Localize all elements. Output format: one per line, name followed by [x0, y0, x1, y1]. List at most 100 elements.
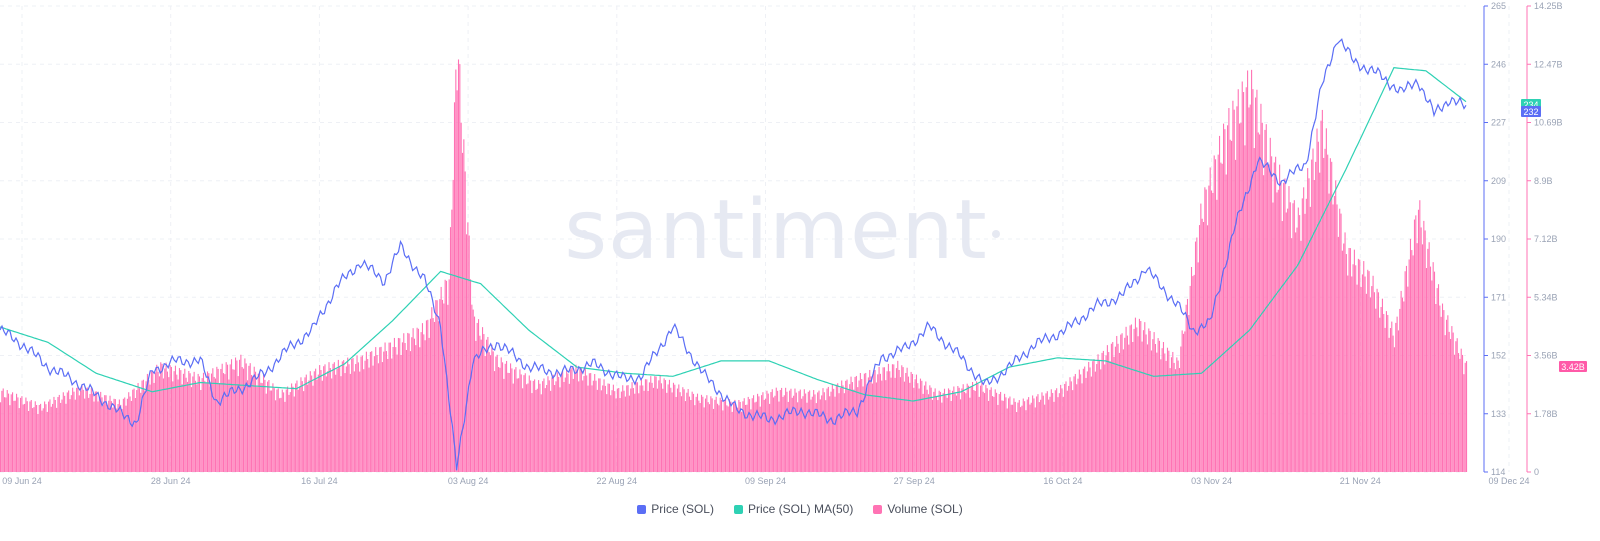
volume-bar	[923, 385, 926, 472]
volume-bar	[704, 398, 707, 472]
volume-bar	[247, 380, 249, 472]
volume-bar	[18, 408, 20, 472]
volume-bar	[696, 393, 699, 472]
volume-bar	[468, 235, 470, 472]
volume-bar	[1108, 352, 1110, 472]
volume-bar	[248, 365, 250, 472]
volume-bar	[988, 400, 990, 472]
volume-bar	[947, 388, 950, 472]
volume-bar	[343, 360, 345, 472]
volume-bar	[1297, 207, 1299, 472]
volume-bar	[260, 382, 262, 472]
volume-bar	[1313, 180, 1315, 472]
volume-bar	[463, 139, 465, 472]
volume-bar	[457, 59, 460, 472]
volume-bar	[1304, 213, 1306, 472]
volume-bar	[1447, 315, 1449, 472]
volume-bar	[387, 358, 389, 472]
volume-bar	[1247, 70, 1249, 473]
legend-item-price[interactable]: Price (SOL)	[637, 502, 714, 516]
volume-bar	[1333, 196, 1335, 472]
volume-bar	[1427, 248, 1429, 472]
volume-bar	[1420, 227, 1422, 472]
volume-bar	[1041, 392, 1043, 472]
volume-bar	[148, 379, 150, 472]
volume-bar	[656, 388, 658, 472]
volume-bar	[851, 382, 853, 472]
volume-bar	[1072, 390, 1074, 472]
legend-item-volume[interactable]: Volume (SOL)	[873, 502, 963, 516]
volume-bar	[508, 373, 510, 472]
volume-bar	[165, 362, 167, 472]
volume-bar	[874, 370, 876, 472]
volume-bar	[552, 374, 554, 472]
volume-bar	[747, 396, 749, 472]
volume-bar	[234, 357, 237, 472]
volume-bar	[1170, 357, 1173, 472]
volume-bar	[680, 396, 683, 472]
volume-bar	[156, 364, 158, 472]
volume-bar	[743, 398, 745, 472]
volume-bar	[1281, 221, 1283, 472]
volume-bar	[44, 401, 46, 472]
volume-bar	[1094, 371, 1096, 472]
volume-bar	[1038, 402, 1040, 472]
volume-bar	[0, 402, 2, 472]
volume-bar	[1012, 404, 1014, 472]
volume-bar	[1030, 402, 1032, 472]
volume-bar	[975, 381, 978, 472]
volume-bar	[1069, 377, 1071, 472]
volume-bar	[596, 389, 598, 472]
volume-bar	[1085, 377, 1087, 472]
y-volume-tick-label: 5.34B	[1534, 292, 1558, 302]
volume-bar	[42, 408, 44, 472]
volume-bar	[177, 379, 179, 472]
volume-bar	[76, 387, 78, 472]
volume-bar	[769, 403, 771, 472]
volume-bar	[1373, 292, 1375, 472]
volume-bar	[1248, 107, 1250, 472]
volume-bar	[153, 382, 155, 472]
volume-bar	[361, 355, 363, 472]
volume-bar	[829, 396, 831, 472]
volume-bar	[937, 400, 939, 472]
legend-item-ma[interactable]: Price (SOL) MA(50)	[733, 502, 853, 516]
volume-bar	[104, 395, 106, 472]
volume-bar	[433, 321, 436, 472]
volume-bar	[992, 396, 994, 472]
volume-bar	[1074, 373, 1076, 472]
volume-bar	[1340, 213, 1342, 472]
volume-bar	[1229, 139, 1231, 472]
volume-bar	[838, 393, 840, 472]
volume-bar	[1364, 276, 1366, 472]
volume-bar	[604, 385, 606, 472]
volume-bar	[620, 391, 622, 472]
volume-bar	[259, 371, 261, 472]
volume-bar	[1081, 383, 1083, 472]
volume-bar	[555, 381, 557, 472]
volume-bar	[129, 396, 131, 472]
volume-bar	[313, 371, 315, 472]
volume-bar	[989, 389, 991, 472]
volume-bar	[572, 378, 574, 472]
volume-bar	[926, 389, 928, 472]
volume-bar	[1288, 186, 1290, 472]
volume-bar	[70, 395, 72, 472]
volume-bar	[761, 395, 763, 472]
volume-bar	[782, 396, 784, 472]
volume-bar	[1466, 361, 1468, 472]
volume-bar	[500, 357, 502, 472]
volume-bar	[128, 392, 130, 472]
volume-bar	[1416, 243, 1418, 472]
volume-bar	[799, 389, 801, 472]
volume-bar	[1275, 156, 1277, 473]
volume-bar	[515, 367, 517, 472]
volume-bar	[65, 403, 67, 472]
volume-bar	[1024, 401, 1026, 472]
volume-bar	[695, 396, 697, 472]
volume-bar	[154, 372, 156, 472]
volume-bar	[164, 368, 166, 472]
volume-bar	[220, 368, 222, 472]
volume-bar	[967, 385, 970, 472]
volume-bar	[1440, 316, 1442, 472]
